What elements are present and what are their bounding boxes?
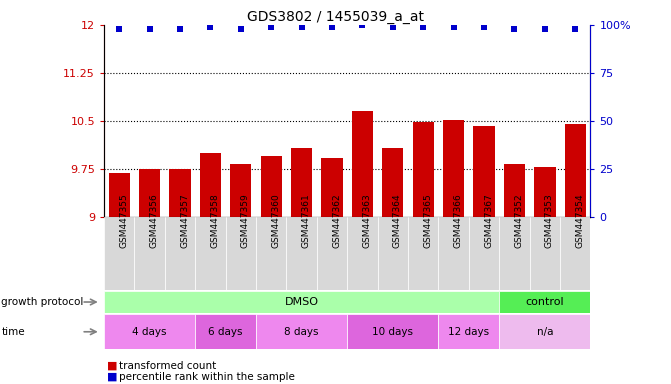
Bar — [195, 314, 256, 349]
Text: DMSO: DMSO — [285, 297, 319, 307]
Text: percentile rank within the sample: percentile rank within the sample — [119, 372, 295, 382]
Bar — [438, 217, 469, 290]
Text: ■: ■ — [107, 372, 118, 382]
Bar — [291, 148, 312, 217]
Point — [174, 26, 185, 32]
Text: 8 days: 8 days — [285, 327, 319, 337]
Bar — [104, 314, 195, 349]
Text: GSM447356: GSM447356 — [150, 193, 158, 248]
Bar — [317, 217, 348, 290]
Bar — [230, 164, 252, 217]
Bar — [469, 217, 499, 290]
Text: n/a: n/a — [537, 327, 553, 337]
Point — [327, 24, 338, 30]
Bar — [408, 217, 438, 290]
Bar — [104, 291, 499, 313]
Text: GSM447357: GSM447357 — [180, 193, 189, 248]
Text: GSM447364: GSM447364 — [393, 193, 402, 248]
Bar — [134, 217, 165, 290]
Bar — [534, 167, 556, 217]
Text: GSM447354: GSM447354 — [575, 193, 584, 248]
Bar — [169, 169, 191, 217]
Text: GSM447365: GSM447365 — [423, 193, 432, 248]
Text: control: control — [525, 297, 564, 307]
Bar — [200, 153, 221, 217]
Point — [418, 24, 429, 30]
Bar — [348, 217, 378, 290]
Bar — [529, 217, 560, 290]
Text: GSM447367: GSM447367 — [484, 193, 493, 248]
Bar — [443, 120, 464, 217]
Text: ■: ■ — [107, 361, 118, 371]
Text: GSM447359: GSM447359 — [241, 193, 250, 248]
Text: 12 days: 12 days — [448, 327, 489, 337]
Text: GSM447352: GSM447352 — [515, 193, 523, 248]
Bar — [109, 174, 130, 217]
Point — [448, 24, 459, 30]
Point — [205, 24, 216, 30]
Bar — [504, 164, 525, 217]
Bar — [348, 314, 438, 349]
Text: GDS3802 / 1455039_a_at: GDS3802 / 1455039_a_at — [247, 10, 424, 23]
Bar — [256, 217, 287, 290]
Bar — [256, 314, 348, 349]
Bar — [413, 122, 434, 217]
Bar — [104, 217, 134, 290]
Bar — [564, 124, 586, 217]
Bar — [382, 148, 403, 217]
Point — [509, 26, 520, 32]
Point — [144, 26, 155, 32]
Point — [297, 24, 307, 30]
Text: GSM447362: GSM447362 — [332, 193, 341, 248]
Bar — [499, 314, 590, 349]
Text: GSM447361: GSM447361 — [302, 193, 311, 248]
Point — [387, 24, 398, 30]
Text: 4 days: 4 days — [132, 327, 167, 337]
Text: time: time — [1, 327, 25, 337]
Point — [478, 24, 489, 30]
Point — [357, 22, 368, 28]
Point — [266, 24, 276, 30]
Bar — [165, 217, 195, 290]
Text: growth protocol: growth protocol — [1, 297, 84, 307]
Text: GSM447366: GSM447366 — [454, 193, 463, 248]
Text: 10 days: 10 days — [372, 327, 413, 337]
Point — [236, 26, 246, 32]
Bar — [287, 217, 317, 290]
Text: GSM447355: GSM447355 — [119, 193, 128, 248]
Text: transformed count: transformed count — [119, 361, 217, 371]
Text: 6 days: 6 days — [209, 327, 243, 337]
Bar — [352, 111, 373, 217]
Bar — [225, 217, 256, 290]
Bar — [378, 217, 408, 290]
Bar — [321, 158, 343, 217]
Text: GSM447363: GSM447363 — [362, 193, 372, 248]
Bar — [499, 291, 590, 313]
Text: GSM447360: GSM447360 — [271, 193, 280, 248]
Bar — [438, 314, 499, 349]
Point — [539, 26, 550, 32]
Point — [570, 26, 580, 32]
Bar — [499, 217, 529, 290]
Bar — [474, 126, 495, 217]
Bar — [195, 217, 225, 290]
Point — [114, 26, 125, 32]
Bar — [260, 156, 282, 217]
Bar — [139, 169, 160, 217]
Text: GSM447358: GSM447358 — [211, 193, 219, 248]
Bar — [560, 217, 590, 290]
Text: GSM447353: GSM447353 — [545, 193, 554, 248]
